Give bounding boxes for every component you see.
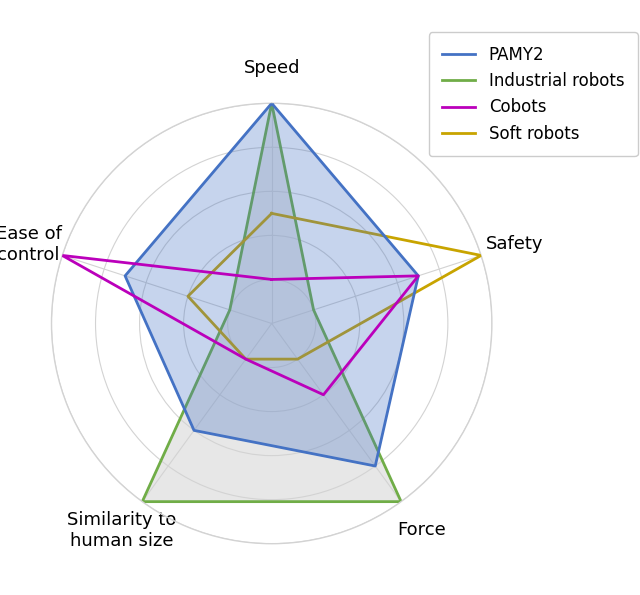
Polygon shape xyxy=(125,104,419,466)
Legend: PAMY2, Industrial robots, Cobots, Soft robots: PAMY2, Industrial robots, Cobots, Soft r… xyxy=(429,32,637,156)
Polygon shape xyxy=(142,104,401,502)
